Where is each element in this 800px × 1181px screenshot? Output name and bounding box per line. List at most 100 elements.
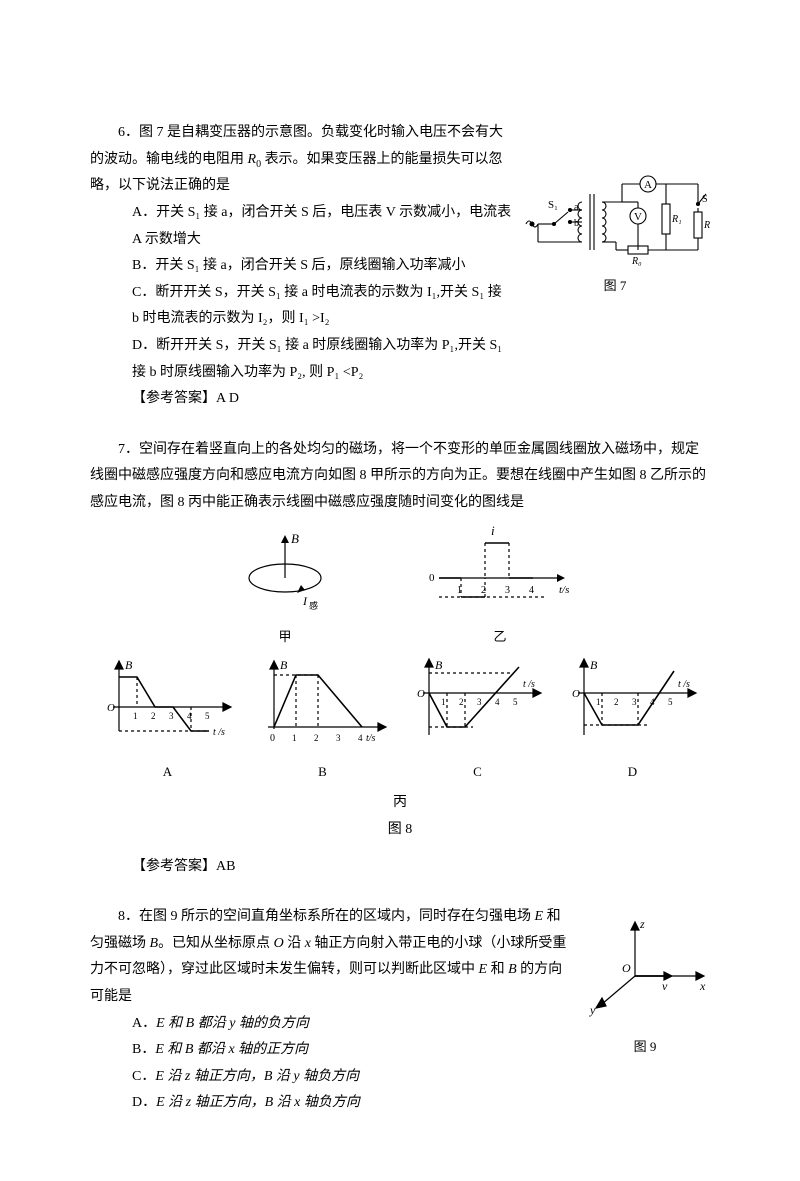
svg-text:z: z [639, 917, 645, 931]
svg-text:1: 1 [441, 697, 446, 707]
fig8-optA: B O t /s 1 2 3 4 5 A [103, 657, 233, 784]
q8-num: 8． [118, 909, 139, 924]
svg-text:O: O [622, 961, 631, 975]
fig8-jia: B I 感 甲 [225, 523, 345, 650]
svg-text:t /s: t /s [523, 679, 535, 690]
question-8: z x y O v 图 9 8．在图 9 所示的空间直角坐标系所在的区域内，同时… [90, 904, 710, 1117]
q8-optC-txt: E 沿 z 轴正方向，B 沿 y 轴负方向 [155, 1069, 359, 1084]
svg-text:A: A [644, 179, 652, 191]
svg-text:O: O [107, 702, 115, 714]
optB-label: B [258, 760, 388, 785]
svg-text:S: S [702, 194, 708, 205]
svg-text:O: O [417, 688, 425, 700]
svg-text:2: 2 [459, 697, 464, 707]
question-6: S₁ a b A [90, 120, 710, 413]
q7-num: 7． [118, 442, 139, 457]
q8-optC-pre: C． [132, 1069, 155, 1084]
svg-text:1: 1 [596, 697, 601, 707]
figure-9: z x y O v 图 9 [580, 914, 710, 1059]
q6-optD: D．断开开关 S，开关 S₁ 接 a 时原线圈输入功率为 P₁,开关 S₁ 接 … [132, 333, 710, 386]
svg-text:感: 感 [309, 600, 318, 611]
q7-answer: 【参考答案】AB [90, 854, 710, 881]
svg-text:v: v [662, 979, 668, 993]
fig8-jia-label: 甲 [225, 625, 345, 650]
figure-7: S₁ a b A [520, 164, 710, 299]
svg-text:0: 0 [270, 733, 275, 744]
svg-text:t/s: t/s [366, 733, 376, 744]
fig8-yi-label: 乙 [425, 625, 575, 650]
fig8-bing-label: 丙 [90, 790, 710, 817]
svg-text:5: 5 [668, 697, 673, 707]
svg-text:t /s: t /s [213, 727, 225, 738]
q8-optD: D．E 沿 z 轴正方向，B 沿 x 轴负方向 [132, 1090, 710, 1117]
figure-8-row1: B I 感 甲 i 0 t/s 1 [90, 523, 710, 650]
svg-text:2: 2 [614, 697, 619, 707]
svg-text:4: 4 [495, 697, 500, 707]
figure-9-caption: 图 9 [580, 1035, 710, 1060]
q8-B2: B [508, 962, 517, 977]
svg-text:V: V [634, 211, 642, 223]
svg-text:B: B [590, 658, 598, 672]
fig8-yi: i 0 t/s 1 2 3 4 [425, 523, 575, 650]
svg-text:4: 4 [358, 733, 363, 743]
svg-text:S₁: S₁ [548, 199, 558, 211]
fig8-optB: B 0 1 2 3 4 t/s B [258, 657, 388, 784]
optC-label: C [413, 760, 543, 785]
q6-ans-label: 【参考答案】 [132, 391, 216, 406]
svg-text:i: i [491, 523, 495, 538]
figure-8-caption: 图 8 [90, 817, 710, 844]
svg-text:B: B [280, 658, 288, 672]
q8-optB-pre: B． [132, 1042, 155, 1057]
q8-optC: C．E 沿 z 轴正方向，B 沿 y 轴负方向 [132, 1064, 710, 1091]
q7-text: 空间存在着竖直向上的各处均匀的磁场，将一个不变形的单匝金属圆线圈放入磁场中，规定… [90, 442, 706, 510]
optA-label: A [103, 760, 233, 785]
svg-text:1: 1 [133, 711, 138, 721]
svg-text:2: 2 [151, 711, 156, 721]
q8-tf: 和 [487, 962, 508, 977]
svg-text:R₀: R₀ [631, 256, 642, 267]
fig8-optD: B O t /s 1 2 3 4 5 D [568, 657, 698, 784]
svg-text:5: 5 [513, 697, 518, 707]
optD-label: D [568, 760, 698, 785]
q8-E: E [535, 909, 544, 924]
svg-text:1: 1 [292, 733, 297, 743]
q7-ans: AB [216, 859, 235, 874]
q6-ans: A D [216, 391, 239, 406]
svg-text:3: 3 [477, 697, 482, 707]
svg-text:B: B [435, 658, 443, 672]
svg-text:B: B [125, 658, 133, 672]
q6-num: 6． [118, 125, 139, 140]
svg-text:4: 4 [529, 585, 534, 596]
svg-text:3: 3 [632, 697, 637, 707]
q8-B: B [150, 936, 159, 951]
svg-text:3: 3 [505, 585, 510, 596]
svg-text:I: I [302, 594, 308, 608]
svg-text:R₂: R₂ [703, 220, 710, 231]
fig8-optC: B O t /s 1 2 3 4 5 C [413, 657, 543, 784]
q8-optA-pre: A． [132, 1016, 156, 1031]
q7-ans-label: 【参考答案】 [132, 859, 216, 874]
svg-text:B: B [291, 531, 299, 546]
q8-ta: 在图 9 所示的空间直角坐标系所在的区域内，同时存在匀强电场 [139, 909, 535, 924]
svg-text:3: 3 [336, 733, 341, 743]
svg-text:t /s: t /s [678, 679, 690, 690]
q6-answer: 【参考答案】A D [90, 386, 710, 413]
question-7: 7．空间存在着竖直向上的各处均匀的磁场，将一个不变形的单匝金属圆线圈放入磁场中，… [90, 437, 710, 881]
q8-E2: E [479, 962, 488, 977]
q8-td: 沿 [284, 936, 305, 951]
q6-R0: R [248, 152, 257, 167]
q8-optD-txt: E 沿 z 轴正方向，B 沿 x 轴负方向 [156, 1095, 360, 1110]
q7-stem: 7．空间存在着竖直向上的各处均匀的磁场，将一个不变形的单匝金属圆线圈放入磁场中，… [90, 437, 710, 517]
figure-8-row2: B O t /s 1 2 3 4 5 A [90, 657, 710, 784]
q8-tc: 。已知从坐标原点 [158, 936, 274, 951]
svg-text:R₁: R₁ [671, 214, 682, 225]
q8-optA-txt: E 和 B 都沿 y 轴的负方向 [156, 1016, 309, 1031]
svg-text:5: 5 [205, 711, 210, 721]
svg-text:2: 2 [314, 733, 319, 743]
figure-7-caption: 图 7 [520, 274, 710, 299]
q8-O: O [274, 936, 284, 951]
q8-optD-pre: D． [132, 1095, 156, 1110]
svg-text:t/s: t/s [559, 584, 569, 596]
q8-optB-txt: E 和 B 都沿 x 轴的正方向 [155, 1042, 308, 1057]
svg-text:x: x [699, 979, 706, 993]
